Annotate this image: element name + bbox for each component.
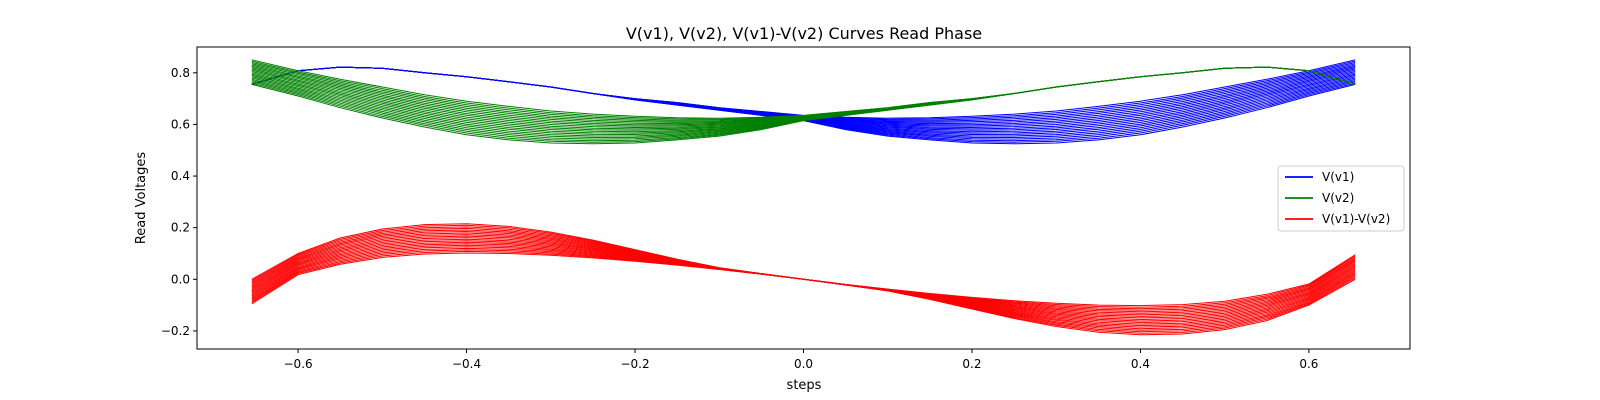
y-axis-ticks: −0.2 0.0 0.2 0.4 0.6 0.8	[161, 66, 197, 338]
x-tick-label: −0.4	[452, 357, 481, 371]
legend-label: V(v2)	[1322, 191, 1354, 205]
x-axis-ticks: −0.6 −0.4 −0.2 0.0 0.2 0.4 0.6	[284, 349, 1318, 371]
y-tick-label: 0.8	[171, 66, 190, 80]
plot-area	[196, 46, 1411, 350]
y-tick-label: 0.6	[171, 117, 190, 131]
series-line	[251, 223, 1356, 307]
x-tick-label: 0.4	[1131, 357, 1150, 371]
series-2	[251, 223, 1356, 336]
x-tick-label: −0.2	[620, 357, 649, 371]
legend-box	[1277, 165, 1405, 232]
chart-title: V(v1), V(v2), V(v1)-V(v2) Curves Read Ph…	[626, 24, 982, 43]
series-line	[251, 59, 1356, 119]
legend-label: V(v1)-V(v2)	[1322, 212, 1390, 226]
series-line	[251, 59, 1356, 119]
series-line	[251, 66, 1356, 136]
x-tick-label: 0.2	[962, 357, 981, 371]
x-axis-label: steps	[787, 378, 822, 393]
series-line	[251, 66, 1356, 143]
y-tick-label: 0.0	[171, 272, 190, 286]
legend-label: V(v1)	[1322, 170, 1354, 184]
series-line	[251, 66, 1356, 143]
series-line	[251, 66, 1356, 136]
legend: V(v1) V(v2) V(v1)-V(v2)	[1277, 165, 1405, 232]
series-1	[251, 59, 1356, 145]
y-tick-label: −0.2	[161, 324, 190, 338]
x-tick-label: 0.0	[794, 357, 813, 371]
y-tick-label: 0.2	[171, 221, 190, 235]
y-axis-label: Read Voltages	[134, 152, 149, 245]
y-tick-label: 0.4	[171, 169, 190, 183]
x-tick-label: 0.6	[1299, 357, 1318, 371]
x-tick-label: −0.6	[284, 357, 313, 371]
